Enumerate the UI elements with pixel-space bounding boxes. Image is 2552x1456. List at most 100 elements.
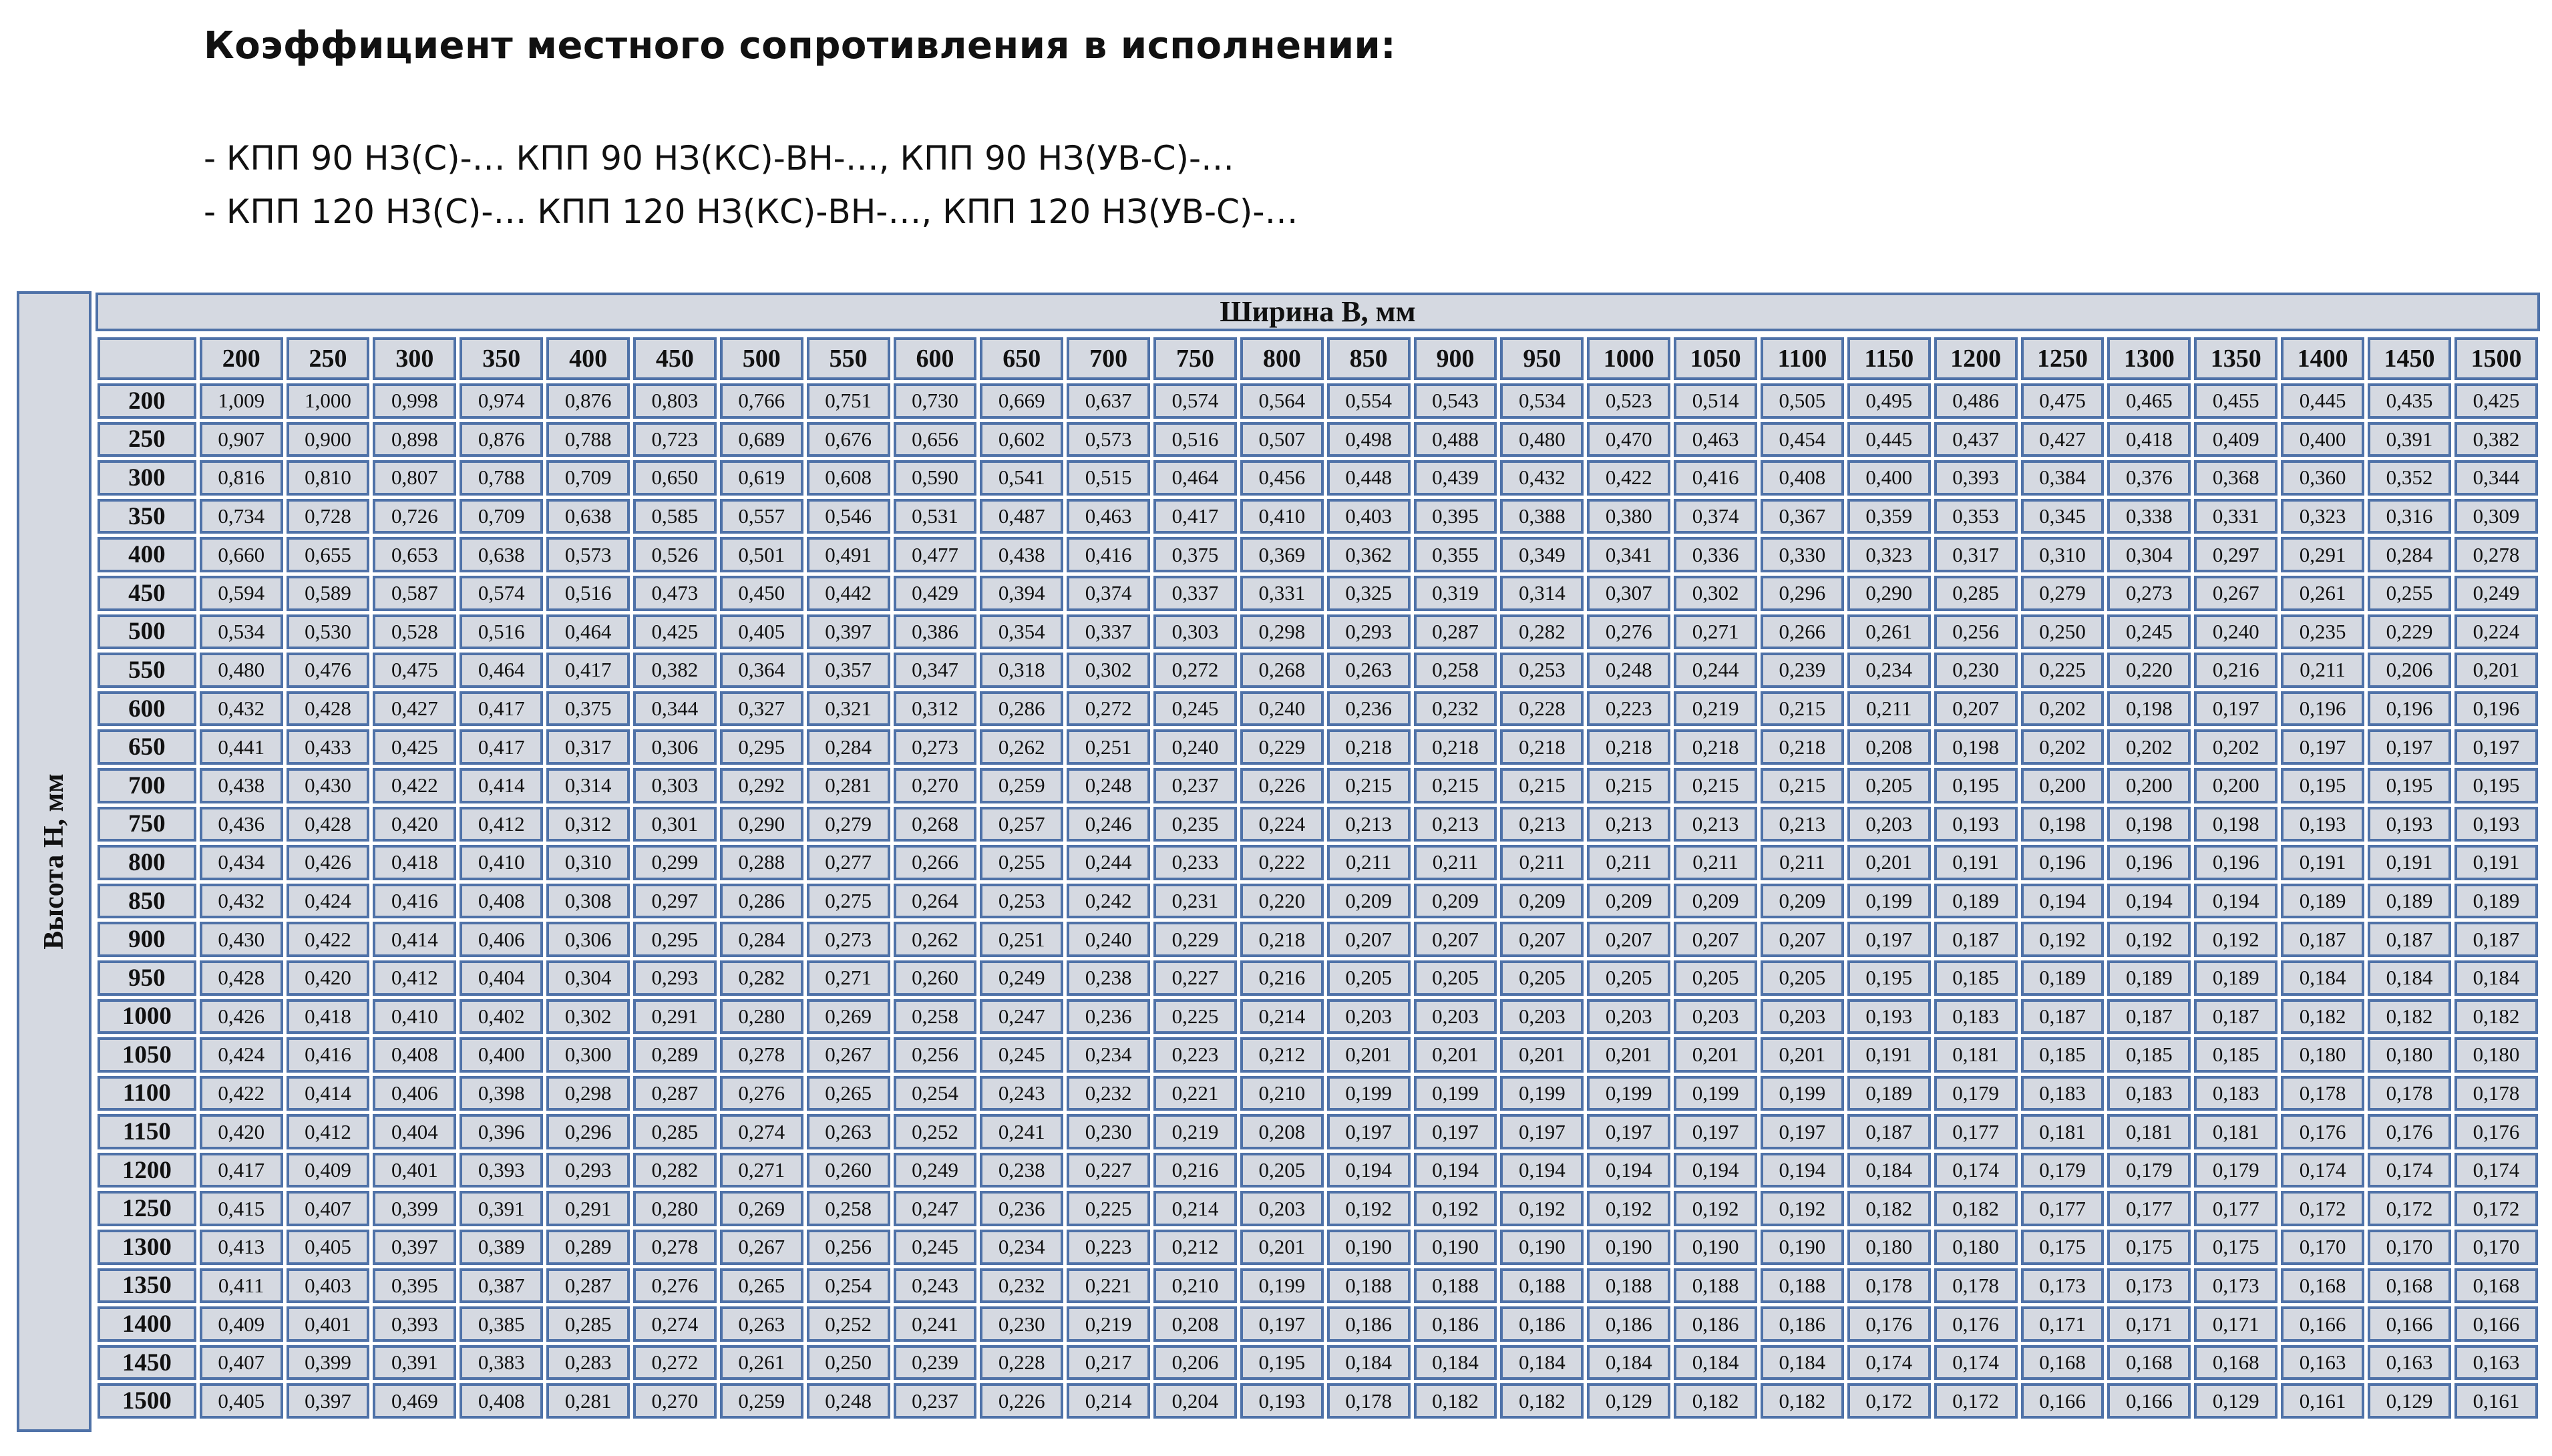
coefficient-cell: 0,202 [2020, 691, 2105, 727]
coefficient-cell: 0,491 [806, 537, 890, 572]
coefficient-cell: 0,403 [286, 1268, 370, 1304]
coefficient-cell: 0,523 [1587, 383, 1671, 419]
row-header-height: 200 [98, 383, 196, 419]
coefficient-cell: 0,216 [1240, 960, 1324, 996]
coefficient-cell: 0,656 [893, 421, 977, 458]
coefficient-cell: 0,406 [460, 922, 544, 957]
row-header-height: 1300 [98, 1230, 196, 1265]
coefficient-cell: 0,182 [1847, 1191, 1931, 1227]
coefficient-cell: 0,250 [2020, 614, 2105, 650]
coefficient-cell: 0,420 [286, 960, 370, 996]
coefficient-cell: 0,274 [719, 1114, 803, 1149]
coefficient-cell: 0,205 [1500, 960, 1584, 996]
coefficient-cell: 0,207 [1761, 922, 1844, 957]
coefficient-cell: 0,810 [286, 460, 370, 496]
coefficient-cell: 0,298 [1240, 614, 1324, 650]
coefficient-cell: 0,249 [893, 1152, 977, 1188]
coefficient-cell: 0,240 [1240, 691, 1324, 727]
coefficient-cell: 0,202 [2020, 729, 2105, 765]
coefficient-cell: 0,206 [1153, 1344, 1237, 1381]
model-line-90: - КПП 90 НЗ(С)-… КПП 90 НЗ(КС)-ВН-…, КПП… [204, 139, 1235, 178]
coefficient-cell: 0,196 [2020, 845, 2105, 880]
coefficient-cell: 0,170 [2368, 1230, 2451, 1265]
coefficient-cell: 0,253 [980, 883, 1064, 919]
coefficient-cell: 0,417 [1153, 498, 1237, 534]
coefficient-cell: 0,194 [2107, 883, 2191, 919]
coefficient-cell: 0,299 [633, 845, 717, 880]
coefficient-cell: 0,211 [1761, 845, 1844, 880]
coefficient-cell: 0,201 [1587, 1037, 1671, 1073]
coefficient-cell: 0,424 [199, 1037, 283, 1073]
coefficient-cell: 0,788 [546, 421, 630, 458]
coefficient-cell: 0,184 [1326, 1344, 1411, 1381]
coefficient-cell: 0,395 [373, 1268, 457, 1304]
coefficient-cell: 0,163 [2454, 1344, 2538, 1381]
coefficient-cell: 0,170 [2281, 1230, 2365, 1265]
coefficient-cell: 0,397 [806, 614, 890, 650]
row-header-height: 1100 [98, 1075, 196, 1111]
column-header-width: 1050 [1674, 337, 1757, 380]
coefficient-cell: 0,236 [1067, 998, 1151, 1035]
coefficient-cell: 0,178 [2368, 1075, 2451, 1111]
coefficient-cell: 0,637 [1067, 383, 1151, 419]
table-row: 600 0,432 0,428 0,427 0,417 0,375 0,344 0,327 0,… [98, 691, 2538, 727]
coefficient-cell: 0,184 [1674, 1344, 1757, 1381]
coefficient-cell: 0,174 [1934, 1152, 2018, 1188]
coefficient-cell: 0,307 [1587, 575, 1671, 611]
height-axis-caption: Высота H, мм [17, 291, 92, 1432]
coefficient-cell: 0,286 [719, 883, 803, 919]
coefficient-cell: 0,240 [1067, 922, 1151, 957]
coefficient-cell: 0,281 [806, 767, 890, 803]
table-row: 1450 0,407 0,399 0,391 0,383 0,283 0,272 0,261 0… [98, 1344, 2538, 1381]
coefficient-cell: 0,263 [1326, 653, 1411, 688]
column-header-width: 1400 [2281, 337, 2365, 380]
coefficient-cell: 0,179 [2020, 1152, 2105, 1188]
coefficient-cell: 0,219 [1067, 1306, 1151, 1342]
coefficient-cell: 0,480 [1500, 421, 1584, 458]
column-header-width: 1100 [1761, 337, 1844, 380]
coefficient-cell: 0,184 [1847, 1152, 1931, 1188]
coefficient-cell: 0,198 [2107, 691, 2191, 727]
coefficient-cell: 0,195 [2368, 767, 2451, 803]
coefficient-cell: 0,191 [2454, 845, 2538, 880]
coefficient-cell: 0,197 [1500, 1114, 1584, 1149]
coefficient-cell: 0,188 [1500, 1268, 1584, 1304]
coefficient-cell: 0,207 [1674, 922, 1757, 957]
coefficient-cell: 0,306 [546, 922, 630, 957]
coefficient-cell: 0,208 [1847, 729, 1931, 765]
coefficient-cell: 0,220 [2107, 653, 2191, 688]
coefficient-cell: 0,209 [1326, 883, 1411, 919]
coefficient-cell: 0,190 [1413, 1230, 1497, 1265]
coefficient-cell: 0,456 [1240, 460, 1324, 496]
coefficient-cell: 0,293 [546, 1152, 630, 1188]
coefficient-cell: 0,176 [2281, 1114, 2365, 1149]
coefficient-cell: 0,234 [1847, 653, 1931, 688]
table-row: 1300 0,413 0,405 0,397 0,389 0,289 0,278 0,267 0… [98, 1230, 2538, 1265]
coefficient-cell: 0,726 [373, 498, 457, 534]
table-row: 550 0,480 0,476 0,475 0,464 0,417 0,382 0,364 0,… [98, 653, 2538, 688]
coefficient-cell: 0,199 [1326, 1075, 1411, 1111]
coefficient-cell: 0,236 [980, 1191, 1064, 1227]
table-row: 1050 0,424 0,416 0,408 0,400 0,300 0,289 0,278 0… [98, 1037, 2538, 1073]
coefficient-cell: 0,375 [546, 691, 630, 727]
coefficient-cell: 0,178 [2454, 1075, 2538, 1111]
coefficient-cell: 0,998 [373, 383, 457, 419]
column-header-width: 200 [199, 337, 283, 380]
coefficient-cell: 0,463 [1674, 421, 1757, 458]
coefficient-cell: 0,196 [2454, 691, 2538, 727]
coefficient-cell: 0,587 [373, 575, 457, 611]
coefficient-cell: 0,426 [199, 998, 283, 1035]
coefficient-cell: 0,416 [1067, 537, 1151, 572]
coefficient-cell: 0,201 [1500, 1037, 1584, 1073]
coefficient-cell: 0,507 [1240, 421, 1324, 458]
coefficient-cell: 0,354 [980, 614, 1064, 650]
coefficient-cell: 0,408 [1761, 460, 1844, 496]
table-row: 900 0,430 0,422 0,414 0,406 0,306 0,295 0,284 0,… [98, 922, 2538, 957]
coefficient-cell: 0,807 [373, 460, 457, 496]
coefficient-cell: 0,543 [1413, 383, 1497, 419]
coefficient-cell: 0,195 [1847, 960, 1931, 996]
coefficient-cell: 0,528 [373, 614, 457, 650]
coefficient-cell: 0,323 [1847, 537, 1931, 572]
coefficient-cell: 0,638 [460, 537, 544, 572]
coefficient-cell: 0,285 [1934, 575, 2018, 611]
